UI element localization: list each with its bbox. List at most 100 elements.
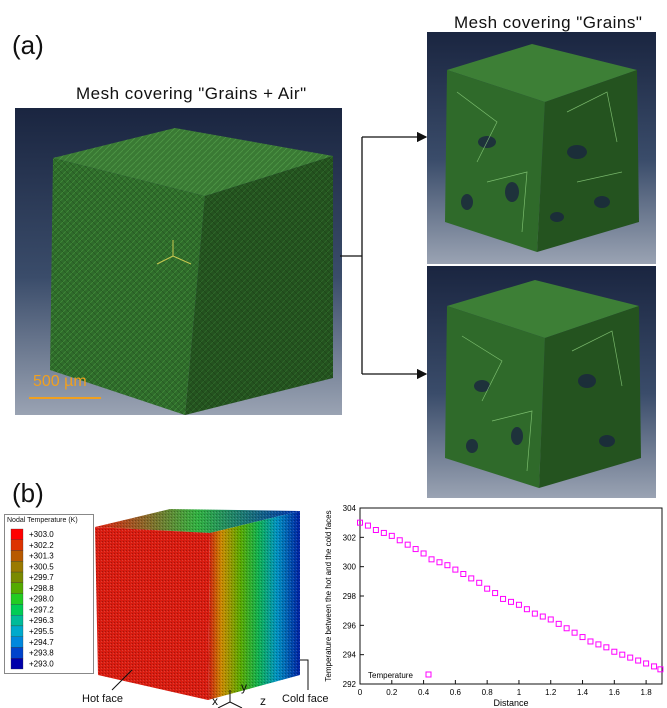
split-arrows <box>340 131 428 380</box>
data-point <box>500 595 507 602</box>
data-point <box>476 579 483 586</box>
data-point <box>555 620 562 627</box>
data-point <box>539 613 546 620</box>
grains-render-top <box>427 32 656 264</box>
cold-face-label: Cold face <box>282 693 329 705</box>
temperature-legend: Nodal Temperature (K) +303.0 +302.2 +301.3… <box>4 514 94 674</box>
data-point <box>523 606 530 613</box>
hot-face-label: Hot face <box>82 693 123 705</box>
legend-swatch <box>10 593 24 605</box>
legend-swatch <box>10 604 24 616</box>
data-point <box>372 527 379 533</box>
legend-entry: +298.0 <box>29 595 54 604</box>
data-point <box>611 648 618 655</box>
legend-entry: +299.7 <box>29 573 54 582</box>
chart-legend-label: Temperature <box>368 671 413 680</box>
data-point <box>420 550 427 557</box>
data-point <box>643 660 650 667</box>
legend-swatch <box>10 571 24 583</box>
thermal-cube <box>95 509 300 700</box>
data-point <box>619 651 626 658</box>
data-point <box>595 641 602 648</box>
grains-cube-bottom <box>445 280 641 488</box>
data-point <box>571 629 578 636</box>
y-tick-label: 292 <box>343 680 357 689</box>
legend-swatch <box>10 582 24 594</box>
x-tick-label: 0.8 <box>482 688 494 697</box>
data-point <box>547 616 554 623</box>
x-tick-label: 1.8 <box>641 688 653 697</box>
x-tick-label: 0.2 <box>386 688 398 697</box>
data-point <box>452 566 459 573</box>
y-tick-label: 298 <box>343 592 357 601</box>
y-tick-label: 304 <box>343 504 357 513</box>
y-axis-label: Temperature between the hot and the cold… <box>324 510 333 681</box>
right-mesh-caption: Mesh covering "Grains" <box>454 13 643 32</box>
y-tick-label: 302 <box>343 533 357 542</box>
axis-y-label: y <box>241 680 247 694</box>
data-point <box>515 601 522 608</box>
data-point <box>651 663 658 670</box>
data-point <box>364 522 371 529</box>
legend-swatch <box>10 539 24 551</box>
legend-swatch <box>10 550 24 562</box>
data-point <box>436 559 443 566</box>
data-point <box>468 575 475 582</box>
legend-entry: +303.0 <box>29 530 54 539</box>
panel-a-label: (a) <box>12 30 44 60</box>
legend-entry: +296.3 <box>29 616 54 625</box>
legend-color-scale: +303.0 +302.2 +301.3+300.5 +299.7 +298.8 +298… <box>10 528 54 670</box>
data-point <box>531 610 538 617</box>
chart-legend: Temperature <box>368 671 432 680</box>
data-point <box>484 585 491 592</box>
data-point <box>460 571 467 577</box>
left-mesh-caption: Mesh covering "Grains + Air" <box>76 84 307 103</box>
data-point <box>380 529 387 536</box>
x-tick-label: 0.6 <box>450 688 462 697</box>
data-point <box>492 590 499 597</box>
data-point <box>444 562 451 569</box>
legend-title: Nodal Temperature (K) <box>7 517 78 524</box>
data-point <box>635 657 642 664</box>
face-pointers <box>111 659 309 708</box>
grains-air-render: 500 µm <box>15 108 342 415</box>
axis-z-label: z <box>260 694 266 708</box>
data-point <box>508 598 514 605</box>
y-tick-label: 300 <box>343 563 357 572</box>
data-point <box>657 666 664 673</box>
legend-swatch <box>10 625 24 637</box>
data-point <box>412 546 419 553</box>
legend-entry: +297.2 <box>29 605 54 614</box>
chart-legend-marker <box>425 671 432 678</box>
grains-render-bottom <box>427 266 656 498</box>
legend-entry: +298.8 <box>29 584 54 593</box>
data-point <box>563 625 570 632</box>
x-tick-label: 0.4 <box>418 688 430 697</box>
legend-entry: +294.7 <box>29 638 54 647</box>
data-point <box>579 634 586 641</box>
y-tick-label: 296 <box>343 621 357 630</box>
legend-entry: +301.3 <box>29 552 54 561</box>
x-tick-label: 1.4 <box>577 688 589 697</box>
legend-entry: +295.5 <box>29 627 54 636</box>
legend-swatch <box>10 615 24 627</box>
data-point <box>388 532 395 539</box>
grains-cube-top <box>445 44 639 252</box>
legend-entry: +293.8 <box>29 649 54 658</box>
legend-swatch <box>10 636 24 648</box>
legend-swatch <box>10 658 24 670</box>
legend-swatch <box>10 647 24 659</box>
x-tick-label: 1.2 <box>545 688 557 697</box>
data-point <box>603 644 610 651</box>
legend-swatch <box>10 528 24 540</box>
x-tick-label: 0 <box>358 688 363 697</box>
data-point <box>396 537 403 544</box>
y-tick-label: 294 <box>343 651 357 660</box>
axis-x-label: x <box>212 694 218 708</box>
plot-frame <box>359 507 663 685</box>
temperature-chart: 0 0.2 0.4 0.6 0.8 1 1.2 1.4 1.6 1.8 292 294 296 298 3… <box>324 504 664 708</box>
data-point <box>357 519 363 526</box>
data-point <box>428 556 435 563</box>
legend-entry: +300.5 <box>29 562 54 571</box>
grains-air-cube <box>50 128 333 415</box>
